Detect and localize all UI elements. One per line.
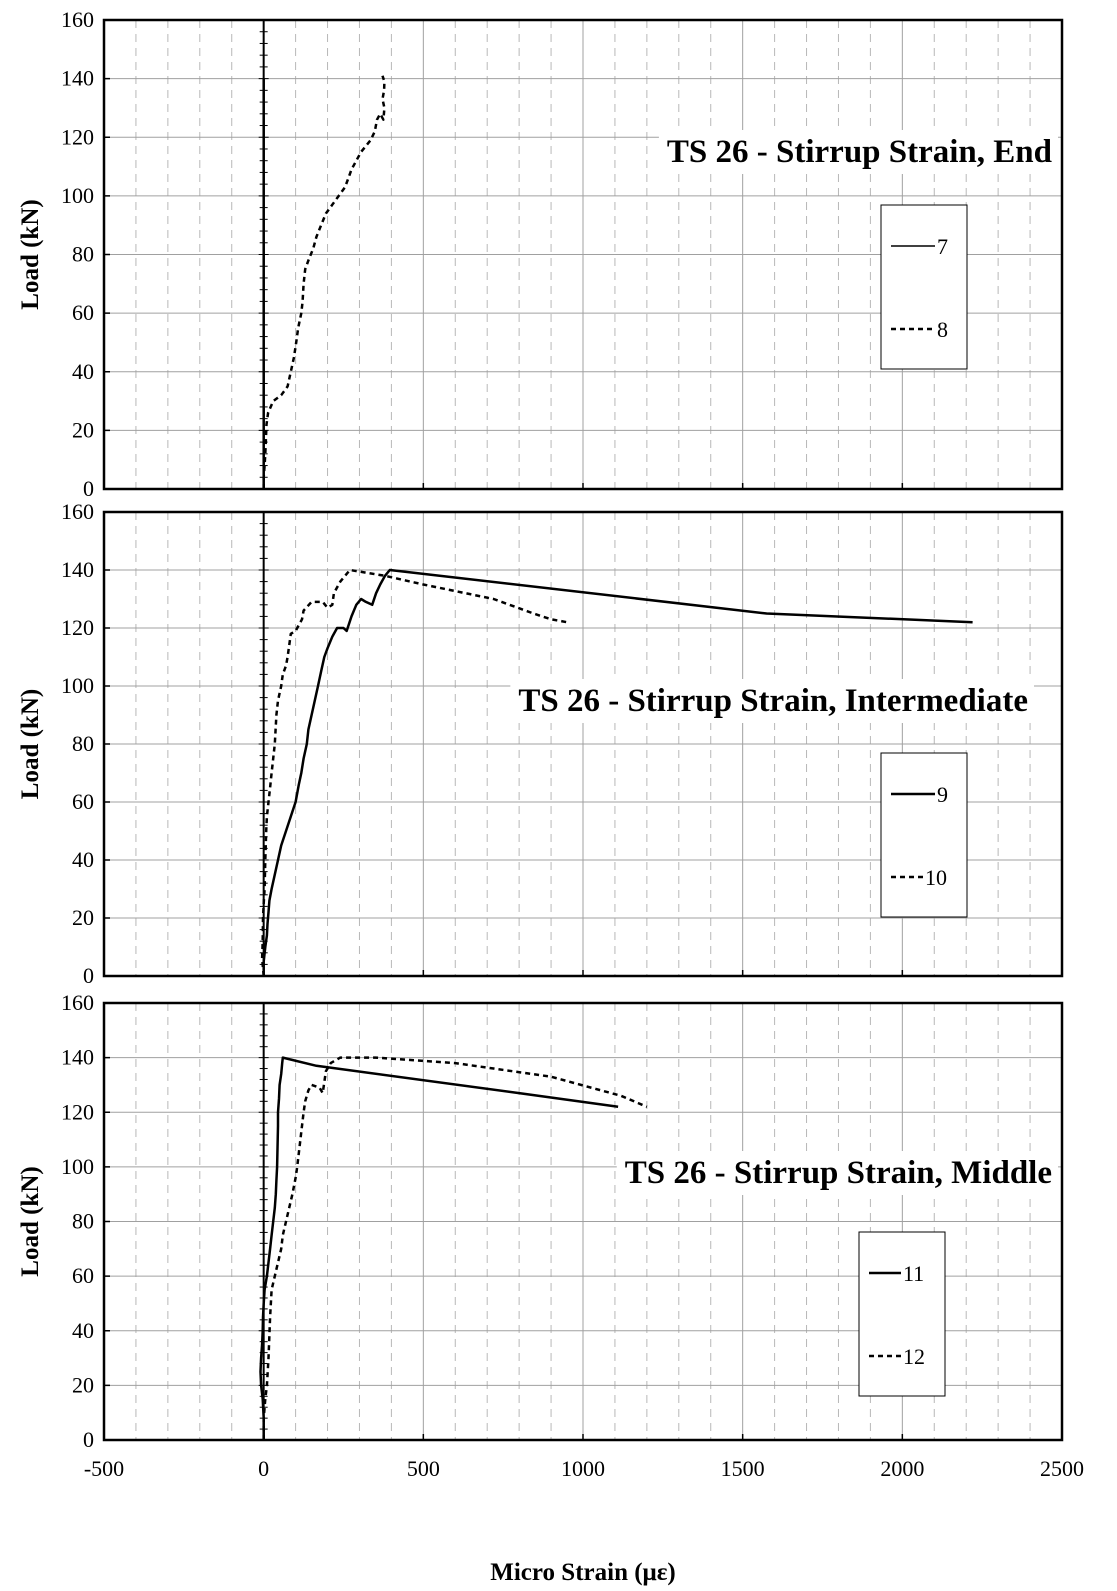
legend: 78 [880,204,968,370]
y-tick-label: 120 [61,615,94,640]
chart-title: TS 26 - Stirrup Strain, Intermediate [518,683,1028,719]
y-tick-label: 60 [72,789,94,814]
y-tick-label: 80 [72,242,94,267]
y-tick-label: 60 [72,300,94,325]
y-tick-label: 100 [61,1154,94,1179]
series-line-9 [262,568,973,976]
x-axis-title: Micro Strain (με) [490,1559,675,1586]
y-tick-label: 20 [72,905,94,930]
x-tick-label: 0 [258,1456,269,1481]
y-tick-label: 80 [72,1209,94,1234]
legend-label-10: 10 [925,865,947,890]
legend: 9 10 [880,752,968,918]
legend-label-7: 7 [937,234,948,259]
legend-label-8: 8 [937,317,948,342]
y-tick-label: 20 [72,417,94,442]
series-line-10 [260,568,568,977]
y-tick-label: 0 [83,963,94,988]
x-tick-label: 2500 [1040,1456,1084,1481]
chart-panel-2: 0 20 40 60 80 100 120 140 160 Load (kN) TS 26 - St… [17,499,1064,988]
y-tick-label: 60 [72,1263,94,1288]
chart-title-backdrop [616,1151,1058,1195]
plot-frame [102,1001,1064,1442]
chart-title-backdrop [510,679,1034,723]
y-tick-label: 40 [72,847,94,872]
y-tick-label: 100 [61,673,94,698]
y-tick-label: 100 [61,183,94,208]
legend: 11 12 [858,1231,946,1397]
y-tick-label: 40 [72,359,94,384]
series-line-12 [262,1056,648,1440]
y-tick-label: 140 [61,1045,94,1070]
legend-box [858,1231,946,1397]
series-line-8 [262,75,386,489]
y-tick-label: 140 [61,66,94,91]
plot-frame [102,510,1064,978]
y-tick-label: 160 [61,990,94,1015]
y-tick-label: 20 [72,1372,94,1397]
y-tick-label: 0 [83,1427,94,1452]
x-tick-label: 2000 [880,1456,924,1481]
plot-frame [102,18,1064,491]
y-tick-label: 0 [83,476,94,501]
y-tick-label: 120 [61,124,94,149]
chart-panel-1: 0 20 40 60 80 100 120 140 160 Load (kN) TS 26 - St… [17,7,1064,501]
y-tick-label: 160 [61,499,94,524]
y-axis-title: Load (kN) [17,1166,44,1276]
y-tick-label: 160 [61,7,94,32]
y-axis-title: Load (kN) [17,199,44,309]
chart-title: TS 26 - Stirrup Strain, End [667,134,1052,170]
y-axis-title: Load (kN) [17,689,44,799]
legend-box [880,752,968,918]
x-tick-label: 1000 [561,1456,605,1481]
x-tick-label: 500 [407,1456,440,1481]
y-tick-label: 120 [61,1099,94,1124]
legend-label-9: 9 [937,782,948,807]
x-tick-label: -500 [84,1456,124,1481]
x-tick-label: 1500 [721,1456,765,1481]
series-line-11 [259,1056,619,1440]
y-tick-label: 140 [61,557,94,582]
legend-label-12: 12 [903,1344,925,1369]
legend-box [880,204,968,370]
y-tick-label: 40 [72,1318,94,1343]
y-tick-label: 80 [72,731,94,756]
legend-label-11: 11 [903,1261,924,1286]
chart-title: TS 26 - Stirrup Strain, Middle [625,1155,1052,1191]
chart-title-backdrop [658,130,1058,174]
